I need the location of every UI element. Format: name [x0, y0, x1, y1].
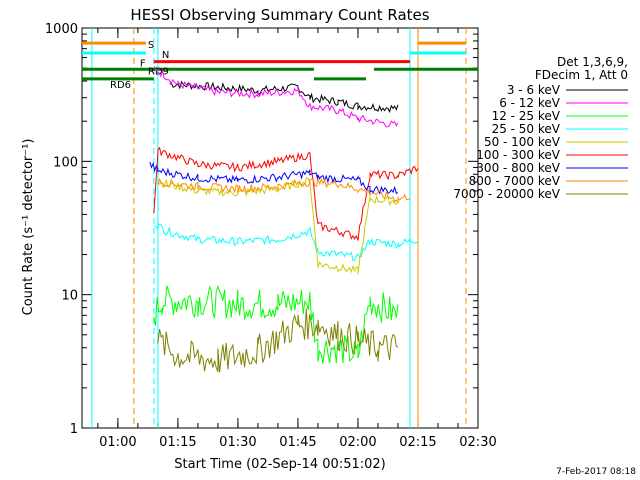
series-line: [153, 146, 419, 241]
annotation-label: F: [140, 59, 146, 70]
legend-entry-label: 25 - 50 keV: [492, 122, 561, 136]
x-tick-label: 01:30: [219, 435, 256, 450]
legend-entry-label: 50 - 100 keV: [484, 135, 561, 149]
annotation-label: RD6: [110, 80, 131, 91]
legend-header: FDecim 1, Att 0: [535, 68, 628, 82]
series-line: [153, 285, 399, 364]
series-line: [153, 223, 419, 262]
chart-title: HESSI Observing Summary Count Rates: [130, 6, 429, 24]
series-line: [157, 176, 411, 204]
legend-entry-label: 300 - 800 keV: [476, 161, 560, 175]
annotation-label: N: [162, 50, 169, 61]
y-axis-label: Count Rate (s⁻¹ detector⁻¹): [21, 139, 36, 316]
y-tick-label: 100: [53, 155, 78, 170]
series-line: [149, 161, 399, 195]
legend-entry-label: 6 - 12 keV: [499, 96, 561, 110]
plot-area: 1 10 100 1000 01:00 01:15 01:30 01:45 02:00 02:15…: [45, 22, 497, 450]
x-tick-label: 02:00: [339, 435, 376, 450]
series-line: [153, 66, 399, 128]
legend-entry-label: 100 - 300 keV: [476, 148, 560, 162]
x-tick-label: 01:45: [279, 435, 316, 450]
legend-entry-label: 800 - 7000 keV: [469, 174, 561, 188]
series-line: [157, 176, 399, 275]
plot-frame: [81, 27, 479, 429]
y-tick-label: 1000: [45, 22, 78, 37]
x-tick-label: 01:15: [159, 435, 196, 450]
y-tick-label: 1: [70, 422, 78, 437]
annotation-label: RD9: [148, 66, 169, 77]
legend-entry-label: 12 - 25 keV: [492, 109, 561, 123]
x-tick-label: 02:15: [399, 435, 436, 450]
y-tick-label: 10: [61, 289, 78, 304]
legend-header: Det 1,3,6,9,: [557, 55, 628, 69]
footer-timestamp: 7-Feb-2017 08:18: [556, 467, 636, 477]
x-tick-label: 01:00: [99, 435, 136, 450]
x-axis-label: Start Time (02-Sep-14 00:51:02): [174, 457, 385, 472]
legend-entry-label: 3 - 6 keV: [507, 83, 561, 97]
annotation-label: S: [148, 40, 154, 51]
x-tick-label: 02:30: [459, 435, 496, 450]
legend-entry-label: 7000 - 20000 keV: [453, 187, 560, 201]
series-line: [157, 308, 399, 373]
